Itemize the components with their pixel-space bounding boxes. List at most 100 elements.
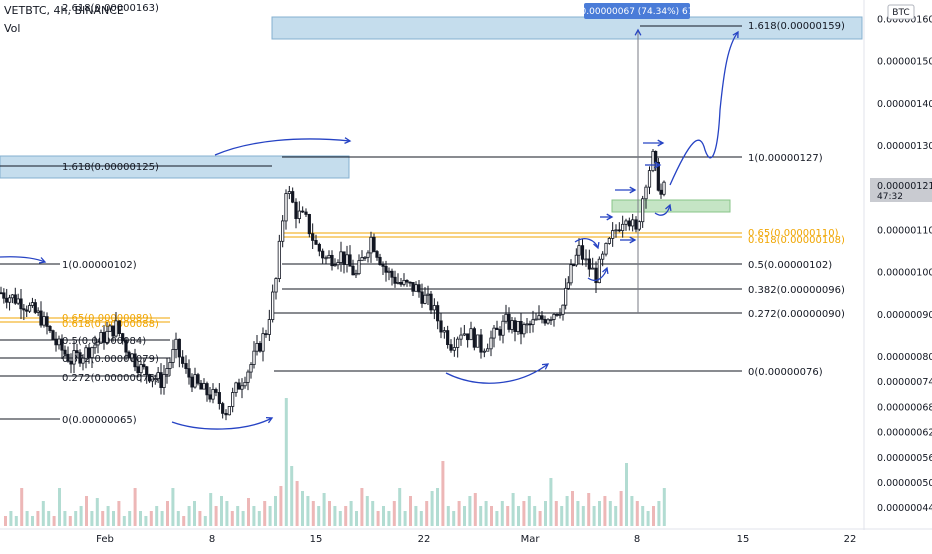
- volume-bar: [225, 501, 229, 526]
- volume-bar: [371, 501, 375, 526]
- volume-bar: [608, 501, 612, 526]
- candle-body: [261, 333, 265, 352]
- candle-body: [304, 211, 308, 215]
- candle-body: [614, 229, 618, 232]
- candle-body: [159, 372, 163, 388]
- candle-body: [217, 392, 221, 404]
- candle-body: [142, 364, 146, 368]
- volume-bar: [554, 501, 558, 526]
- volume-bar: [549, 478, 553, 526]
- candle-body: [452, 347, 456, 351]
- volume-bar: [14, 516, 18, 526]
- volume-bar: [144, 516, 148, 526]
- time-tick-label: 22: [844, 534, 857, 545]
- candle-body: [336, 262, 340, 266]
- candle-body: [93, 344, 97, 349]
- candle-body: [651, 150, 655, 172]
- volume-bar: [614, 506, 618, 526]
- candle-body: [121, 333, 125, 342]
- candle-body: [540, 315, 544, 320]
- volume-bar: [68, 516, 72, 526]
- candle-body: [147, 374, 152, 382]
- candle-body: [39, 310, 43, 326]
- candle-body: [552, 313, 556, 320]
- candle-body: [466, 333, 470, 341]
- candle-body: [342, 251, 346, 265]
- candle-body: [114, 320, 118, 337]
- volume-bar: [436, 488, 439, 526]
- candle-body: [472, 328, 476, 348]
- volume-bar: [311, 501, 315, 526]
- candle-body: [482, 350, 486, 353]
- candle-body: [25, 309, 29, 312]
- candle-body: [561, 304, 565, 315]
- volume-bar: [662, 488, 666, 526]
- fib-label: 0.382(0.00000079): [62, 354, 159, 365]
- arrow-head: [657, 139, 665, 147]
- candle-body: [202, 383, 206, 390]
- candle-body: [199, 382, 203, 390]
- candle-body: [321, 250, 325, 259]
- candle-body: [531, 319, 535, 325]
- candle-body: [357, 260, 361, 275]
- candle-body: [297, 210, 301, 219]
- volume-bar: [257, 511, 261, 526]
- volume-bar: [182, 516, 186, 526]
- volume-bar: [376, 511, 380, 526]
- candle-body: [351, 265, 355, 276]
- volume-bar: [398, 488, 402, 526]
- candle-body: [314, 240, 318, 245]
- arrow-path: [214, 138, 351, 156]
- volume-bar: [344, 506, 348, 526]
- volume-bar: [63, 511, 67, 526]
- candle-body: [255, 343, 259, 352]
- volume-bar: [625, 463, 628, 526]
- candle-body: [426, 293, 430, 296]
- volume-bar: [247, 498, 250, 526]
- candle-body: [476, 334, 480, 348]
- candle-body: [417, 284, 421, 293]
- candle-body: [408, 281, 412, 284]
- arrow-head: [665, 203, 672, 212]
- candle-body: [564, 287, 568, 306]
- volume-bar: [241, 511, 245, 526]
- candle-body: [381, 264, 385, 267]
- candle-body: [369, 236, 373, 254]
- candle-body: [168, 362, 172, 369]
- candle-body: [587, 258, 591, 270]
- fib-label: 1.618(0.00000159): [748, 21, 845, 32]
- candle-body: [36, 310, 40, 313]
- candle-body: [221, 403, 225, 414]
- fib-label: 1(0.00000127): [748, 153, 823, 164]
- price-tick-label: 0.00000160: [877, 14, 932, 25]
- currency-badge-box: [887, 4, 915, 20]
- candle-body: [390, 270, 394, 278]
- volume-bar: [603, 496, 607, 526]
- candle-body: [264, 333, 268, 336]
- candle-body: [432, 305, 436, 311]
- candle-body: [127, 351, 131, 359]
- candle-body: [621, 223, 625, 232]
- candle-body: [543, 318, 547, 324]
- arrow-head: [629, 236, 637, 244]
- candle-body: [659, 189, 663, 195]
- volume-bar: [209, 493, 213, 526]
- volume-bar: [58, 488, 61, 526]
- candle-body: [243, 381, 247, 387]
- time-tick-label: 15: [737, 534, 750, 545]
- volume-bar: [106, 506, 110, 526]
- candle-body: [414, 284, 418, 292]
- candle-body: [504, 313, 508, 322]
- price-tick-label: 0.00000056: [877, 453, 932, 464]
- candle-body: [10, 294, 15, 299]
- volume-bar: [52, 516, 56, 526]
- volume-bar: [430, 491, 434, 526]
- candle-body: [519, 320, 523, 335]
- candle-body: [498, 329, 502, 336]
- time-tick-label: Mar: [521, 534, 541, 545]
- candle-body: [572, 264, 576, 267]
- candle-body: [402, 279, 406, 285]
- candle-body: [81, 357, 85, 364]
- candle-body: [507, 313, 511, 330]
